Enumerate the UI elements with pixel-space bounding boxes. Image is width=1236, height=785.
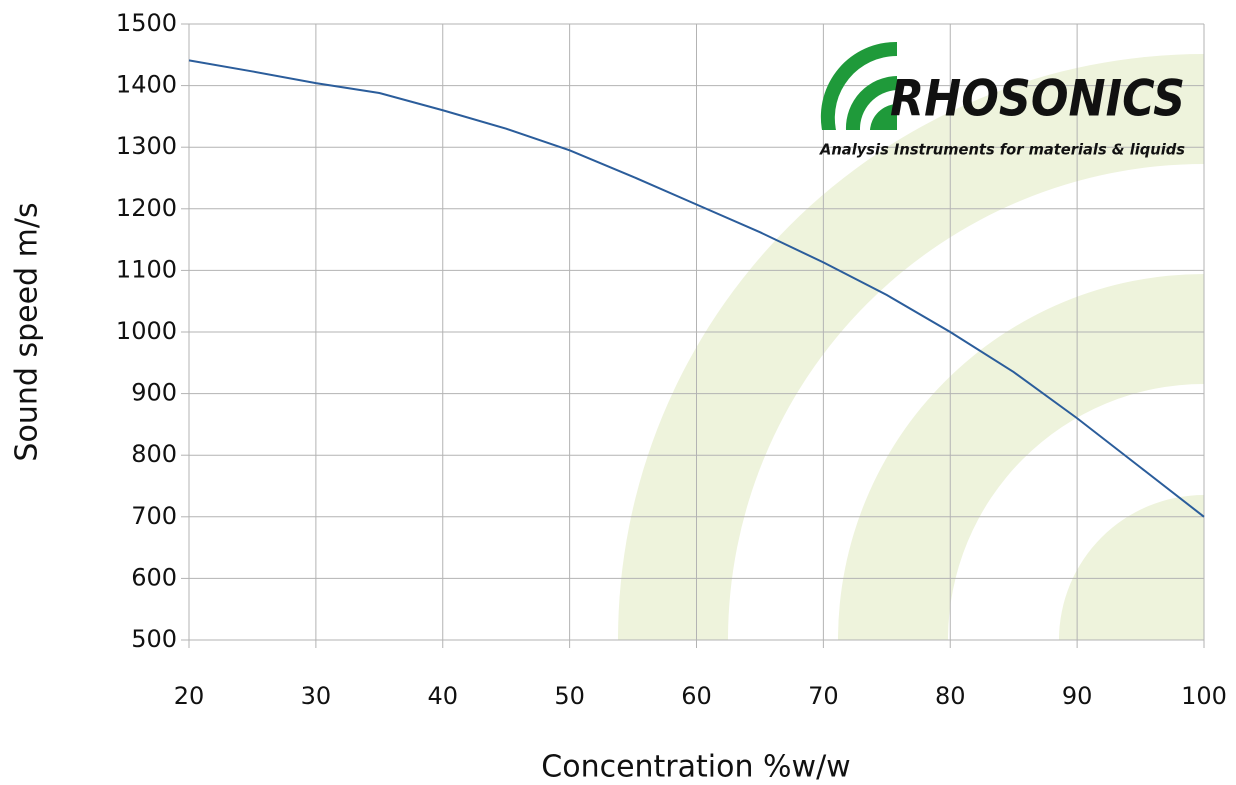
background-arcs bbox=[618, 54, 1204, 640]
logo-tagline: Analysis Instruments for materials & liq… bbox=[819, 141, 1185, 159]
y-tick-label: 500 bbox=[131, 625, 177, 653]
y-tick-label: 800 bbox=[131, 440, 177, 468]
x-tick-label: 50 bbox=[554, 682, 585, 710]
x-axis-title: Concentration %w/w bbox=[541, 750, 850, 785]
y-axis-title: Sound speed m/s bbox=[10, 202, 45, 461]
x-tick-label: 90 bbox=[1062, 682, 1093, 710]
data-line bbox=[188, 59, 1205, 518]
y-tick-label: 1400 bbox=[116, 71, 177, 99]
logo-arc bbox=[820, 41, 897, 131]
x-tick-label: 30 bbox=[301, 682, 332, 710]
x-tick-label: 60 bbox=[681, 682, 712, 710]
logo-arc bbox=[845, 76, 897, 130]
logo-arc bbox=[870, 104, 897, 130]
x-tick-label: 70 bbox=[808, 682, 839, 710]
y-tick-label: 700 bbox=[131, 502, 177, 530]
y-tick-label: 900 bbox=[131, 379, 177, 407]
y-tick-label: 1100 bbox=[116, 255, 177, 283]
x-tick-label: 40 bbox=[427, 682, 458, 710]
x-tick-label: 20 bbox=[174, 682, 205, 710]
y-tick-label: 1000 bbox=[116, 317, 177, 345]
y-tick-label: 1200 bbox=[116, 194, 177, 222]
grid bbox=[181, 23, 1205, 648]
logo-name: RHOSONICS bbox=[890, 70, 1185, 128]
x-tick-label: 80 bbox=[935, 682, 966, 710]
logo: RHOSONICS Analysis Instruments for mater… bbox=[819, 41, 1185, 159]
x-tick-label: 100 bbox=[1181, 682, 1227, 710]
y-tick-label: 1300 bbox=[116, 132, 177, 160]
y-tick-label: 1500 bbox=[116, 9, 177, 37]
y-tick-label: 600 bbox=[131, 563, 177, 591]
